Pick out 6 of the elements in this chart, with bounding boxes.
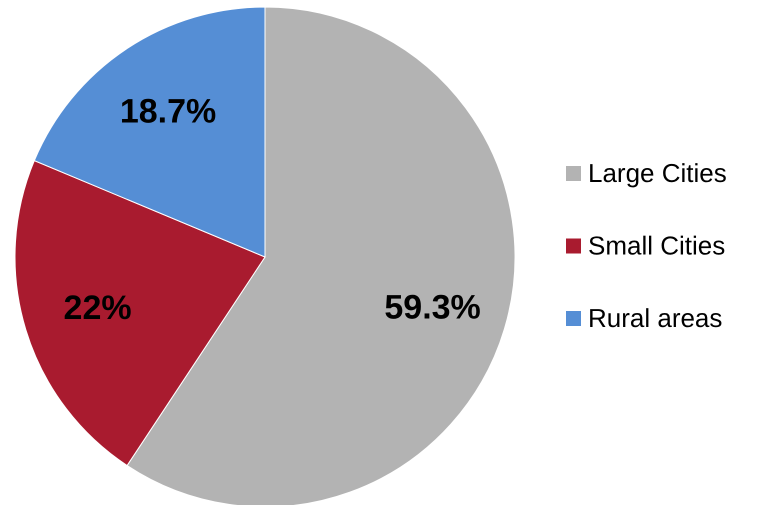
data-label: 59.3% xyxy=(384,288,481,326)
data-label: 18.7% xyxy=(120,92,216,130)
data-label: 22% xyxy=(64,288,132,327)
legend-label: Large Cities xyxy=(588,158,727,188)
legend-label: Rural areas xyxy=(588,303,722,333)
legend-label: Small Cities xyxy=(588,230,726,260)
